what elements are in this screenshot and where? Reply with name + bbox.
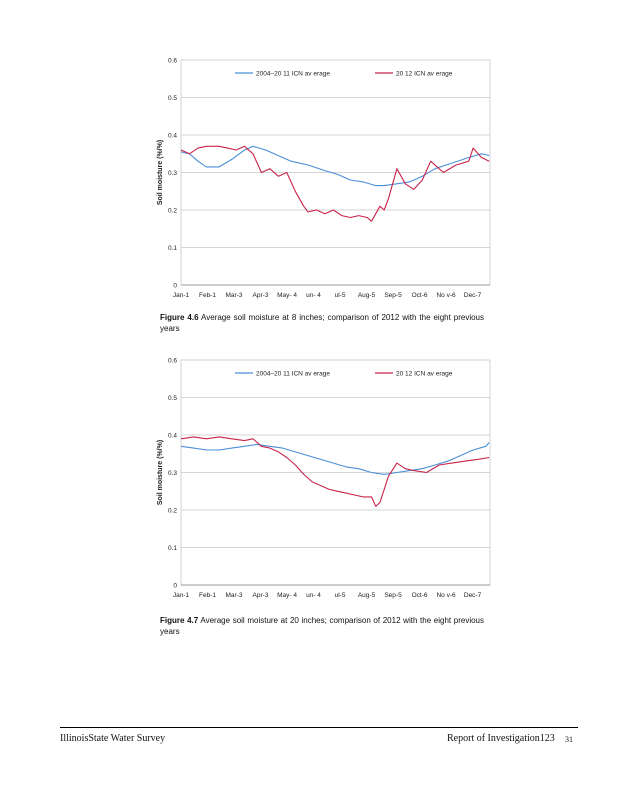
- x-tick-label: May- 4: [277, 592, 297, 599]
- y-tick-label: 0.6: [168, 58, 177, 65]
- series-line-baseline: [180, 442, 490, 475]
- x-tick-label: May- 4: [277, 292, 297, 299]
- y-tick-label: 0.4: [168, 433, 177, 440]
- y-tick-label: 0: [173, 283, 177, 290]
- x-tick-label: Oct-6: [412, 592, 428, 599]
- chart-soil-moisture-20in: 0 0.1 0.2 0.3 0.4 0.5 0.6 Jan-1 Feb-1 Mar-3 Apr-3 M…: [150, 355, 500, 615]
- chart-svg-20in: 0 0.1 0.2 0.3 0.4 0.5 0.6 Jan-1 Feb-1 Mar-3 Apr-3 M…: [157, 358, 491, 599]
- x-tick-label: un- 4: [306, 292, 321, 299]
- y-tick-label: 0.5: [168, 95, 177, 102]
- x-tick-label: Aug-5: [358, 292, 376, 299]
- y-axis-label: Soil moisture (%/%): [157, 440, 164, 505]
- chart-soil-moisture-8in: 0 0.1 0.2 0.3 0.4 0.5 0.6 Jan-1 Feb-1 Mar-3 Apr-3 M…: [150, 55, 500, 315]
- x-tick-label: Aug-5: [358, 592, 376, 599]
- footer-rule: [60, 727, 578, 728]
- legend-label: 2004–20 11 ICN av erage: [256, 371, 330, 378]
- y-tick-label: 0.4: [168, 133, 177, 140]
- figure-4-7-label: Figure 4.7: [160, 616, 199, 625]
- figure-4-6-text: Average soil moisture at 8 inches; compa…: [160, 313, 485, 333]
- x-tick-label: ul-5: [335, 592, 346, 599]
- x-tick-label: Dec-7: [464, 592, 482, 599]
- y-tick-label: 0.1: [168, 545, 177, 552]
- chart-svg-8in: 0 0.1 0.2 0.3 0.4 0.5 0.6 Jan-1 Feb-1 Mar-3 Apr-3 M…: [157, 58, 491, 299]
- y-tick-label: 0.5: [168, 395, 177, 402]
- x-tick-label: No v-6: [436, 292, 456, 299]
- x-tick-label: un- 4: [306, 592, 321, 599]
- legend-label: 2004–20 11 ICN av erage: [256, 71, 330, 78]
- x-tick-label: Feb-1: [199, 292, 216, 299]
- x-tick-label: Sep-5: [384, 592, 402, 599]
- x-tick-label: Mar-3: [226, 292, 243, 299]
- page-number: 31: [565, 735, 573, 744]
- y-tick-label: 0: [173, 583, 177, 590]
- footer-right: Report of Investigation123: [447, 733, 555, 744]
- figure-4-7-caption: Figure 4.7 Average soil moisture at 20 i…: [160, 615, 484, 637]
- x-tick-label: Sep-5: [384, 292, 402, 299]
- x-tick-label: Mar-3: [226, 592, 243, 599]
- y-tick-label: 0.3: [168, 470, 177, 477]
- figure-4-6-caption: Figure 4.6 Average soil moisture at 8 in…: [160, 312, 484, 334]
- series-line-baseline: [180, 145, 490, 187]
- x-tick-label: Apr-3: [253, 592, 269, 599]
- x-tick-label: Dec-7: [464, 292, 482, 299]
- legend-label: 20 12 ICN av erage: [396, 71, 453, 78]
- x-tick-label: Oct-6: [412, 292, 428, 299]
- y-tick-label: 0.2: [168, 208, 177, 215]
- x-tick-label: Apr-3: [253, 292, 269, 299]
- footer-left: IllinoisState Water Survey: [60, 733, 166, 744]
- legend-label: 20 12 ICN av erage: [396, 371, 453, 378]
- figure-4-6-label: Figure 4.6: [160, 313, 199, 322]
- series-line-2012: [180, 145, 490, 222]
- x-tick-label: No v-6: [436, 592, 456, 599]
- series-line-2012: [180, 436, 490, 507]
- y-tick-label: 0.2: [168, 508, 177, 515]
- x-tick-label: Feb-1: [199, 592, 216, 599]
- x-tick-label: Jan-1: [173, 292, 190, 299]
- y-axis-label: Soil moisture (%/%): [157, 140, 164, 205]
- y-tick-label: 0.6: [168, 358, 177, 365]
- x-tick-label: Jan-1: [173, 592, 190, 599]
- x-tick-label: ul-5: [335, 292, 346, 299]
- figure-4-7-text: Average soil moisture at 20 inches; comp…: [160, 616, 484, 636]
- y-tick-label: 0.3: [168, 170, 177, 177]
- y-tick-label: 0.1: [168, 245, 177, 252]
